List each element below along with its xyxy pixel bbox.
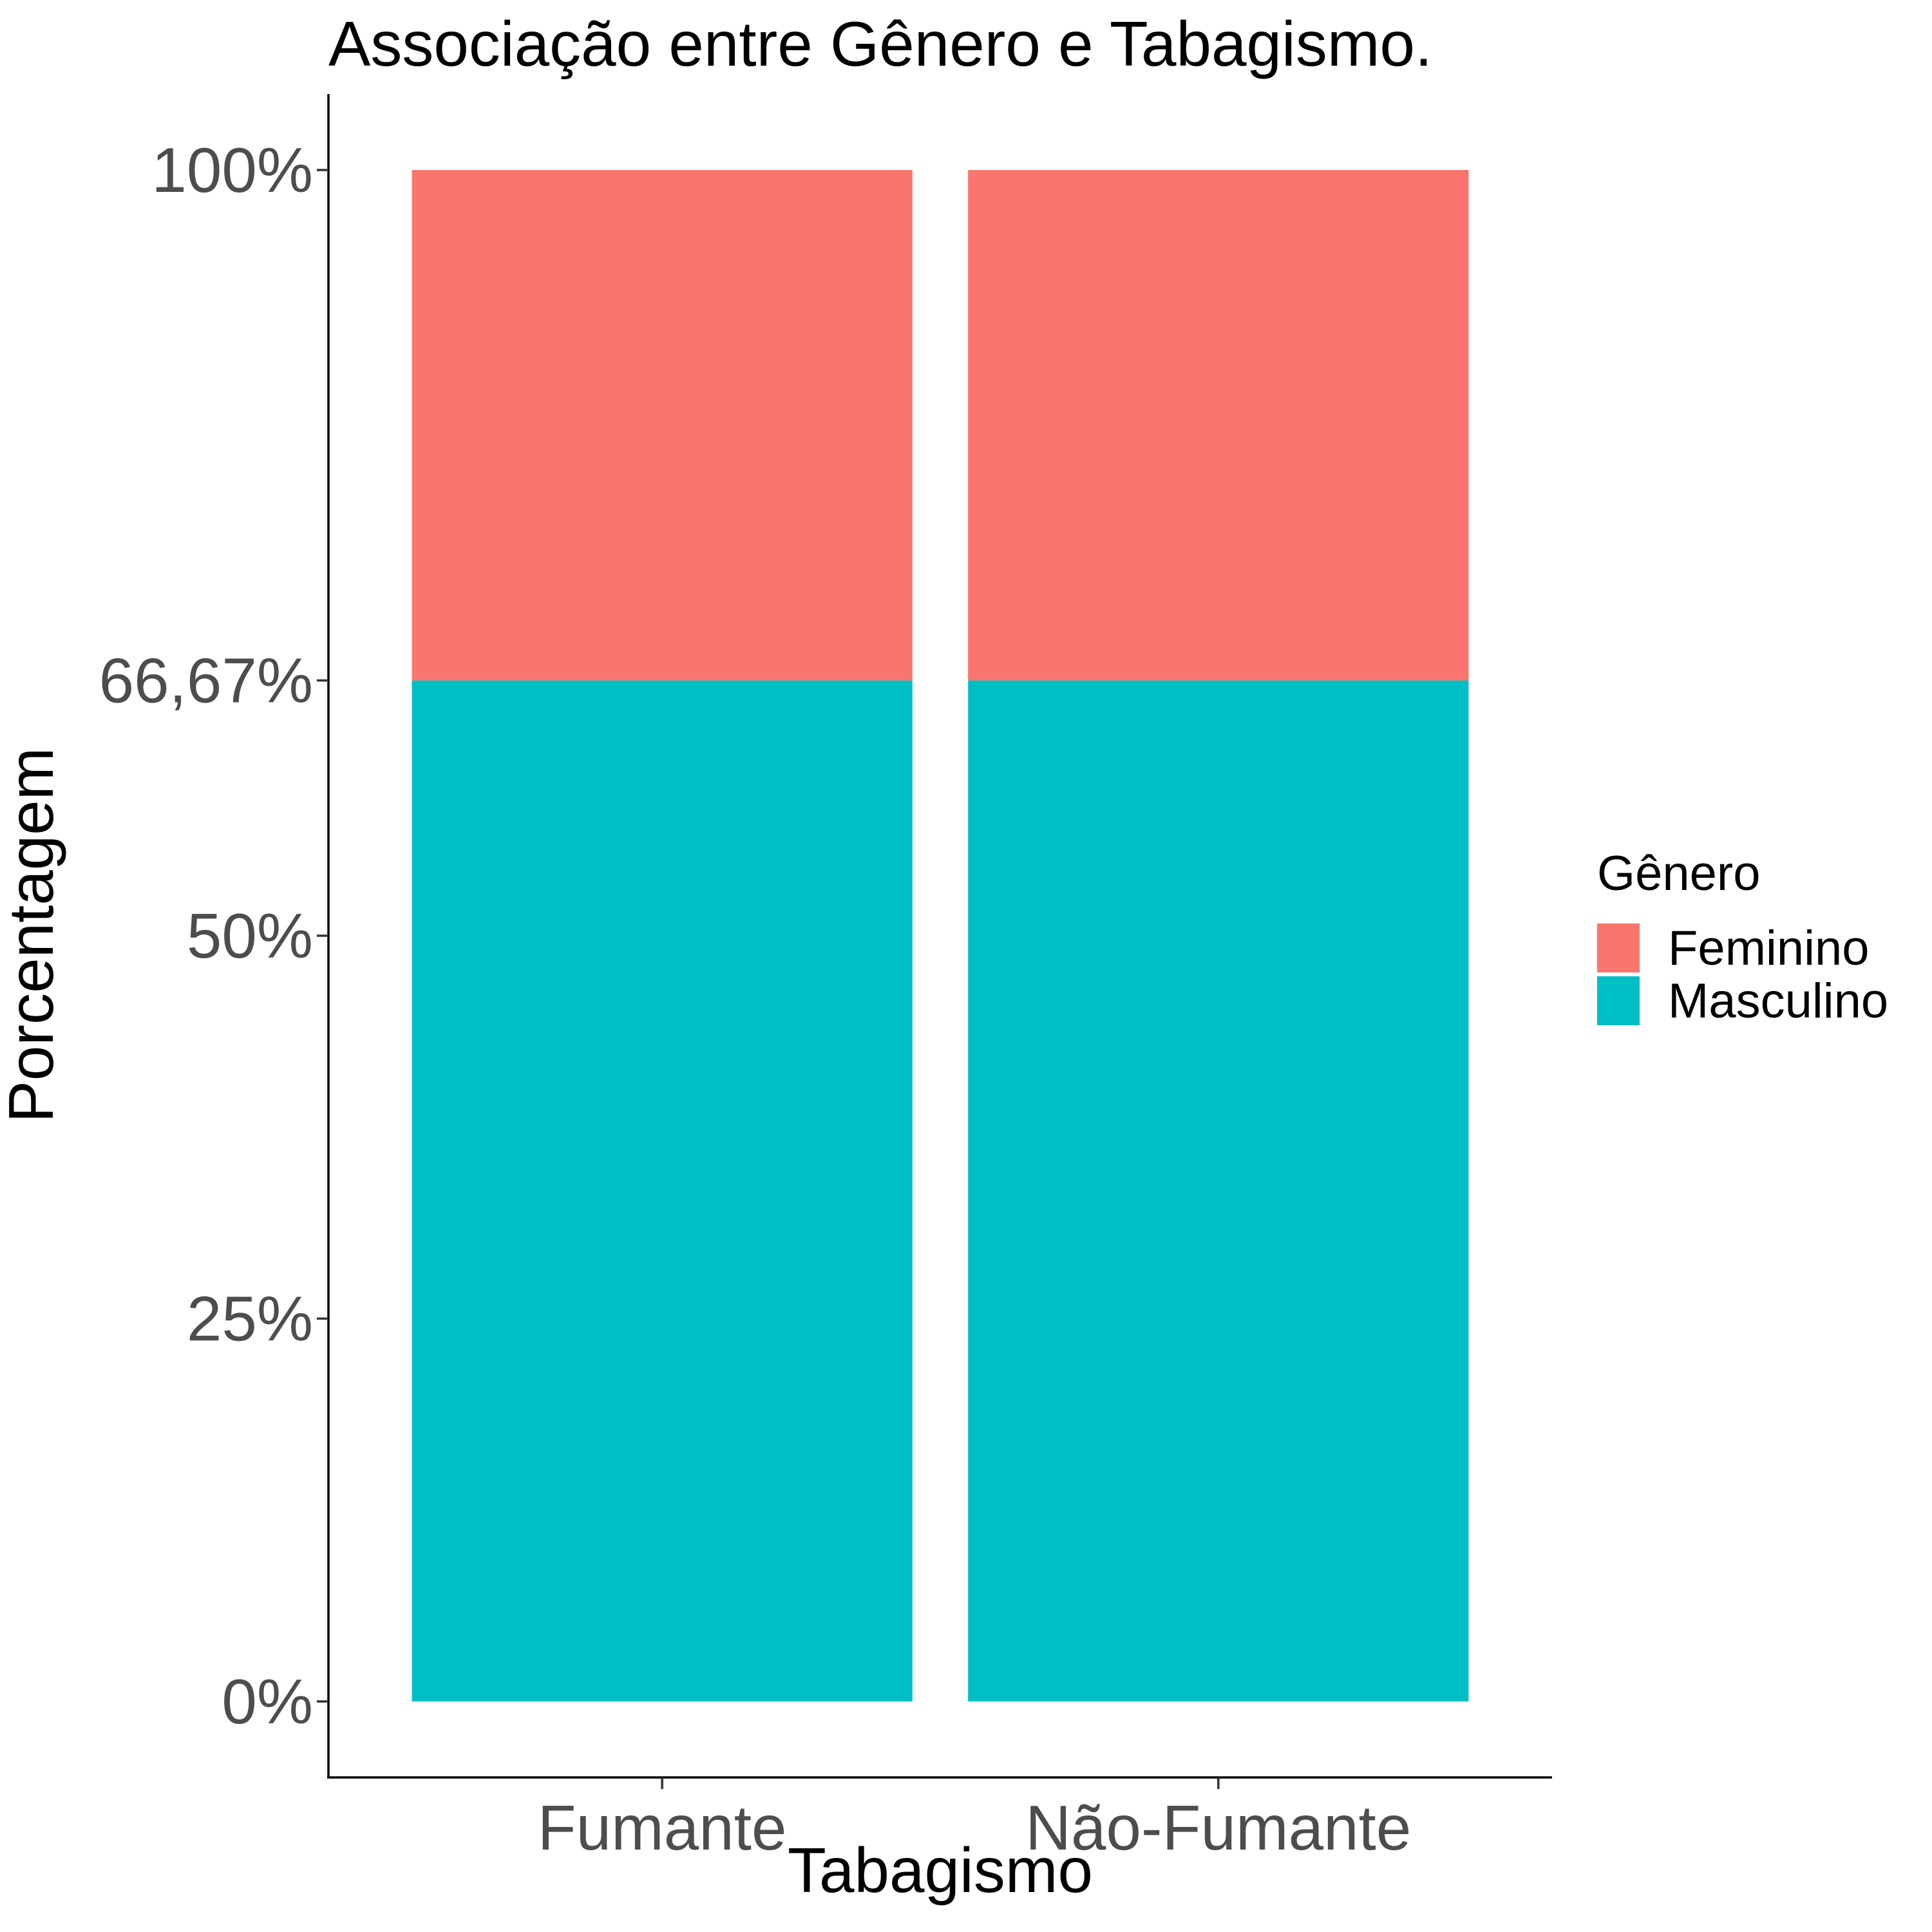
bars-group (412, 170, 1469, 1701)
bar-segment (968, 170, 1469, 681)
x-tick-label: Não-Fumante (1025, 1792, 1411, 1863)
y-tick-label: 100% (151, 135, 313, 205)
legend-swatch (1597, 976, 1640, 1025)
bar-segment (412, 170, 913, 681)
y-tick-label: 25% (187, 1283, 313, 1354)
x-tick-label: Fumante (538, 1792, 787, 1863)
chart-title: Associação entre Gênero e Tabagismo. (328, 8, 1432, 79)
y-tick-label: 66,67% (99, 645, 313, 716)
bar-segment (412, 680, 913, 1701)
x-axis-title: Tabagismo (788, 1835, 1093, 1906)
legend-label: Masculino (1668, 974, 1888, 1028)
y-ticks-group: 0% 25% 50% 66,67% 100% (99, 135, 328, 1737)
legend-swatch (1597, 923, 1640, 972)
y-tick-label: 50% (187, 900, 313, 971)
x-ticks-group: Fumante Não-Fumante (538, 1777, 1411, 1863)
legend-label: Feminino (1668, 921, 1870, 976)
bar-segment (968, 680, 1469, 1701)
y-tick-label: 0% (222, 1666, 313, 1737)
legend-title: Gênero (1597, 846, 1761, 901)
y-axis-title: Porcentagem (0, 748, 66, 1123)
